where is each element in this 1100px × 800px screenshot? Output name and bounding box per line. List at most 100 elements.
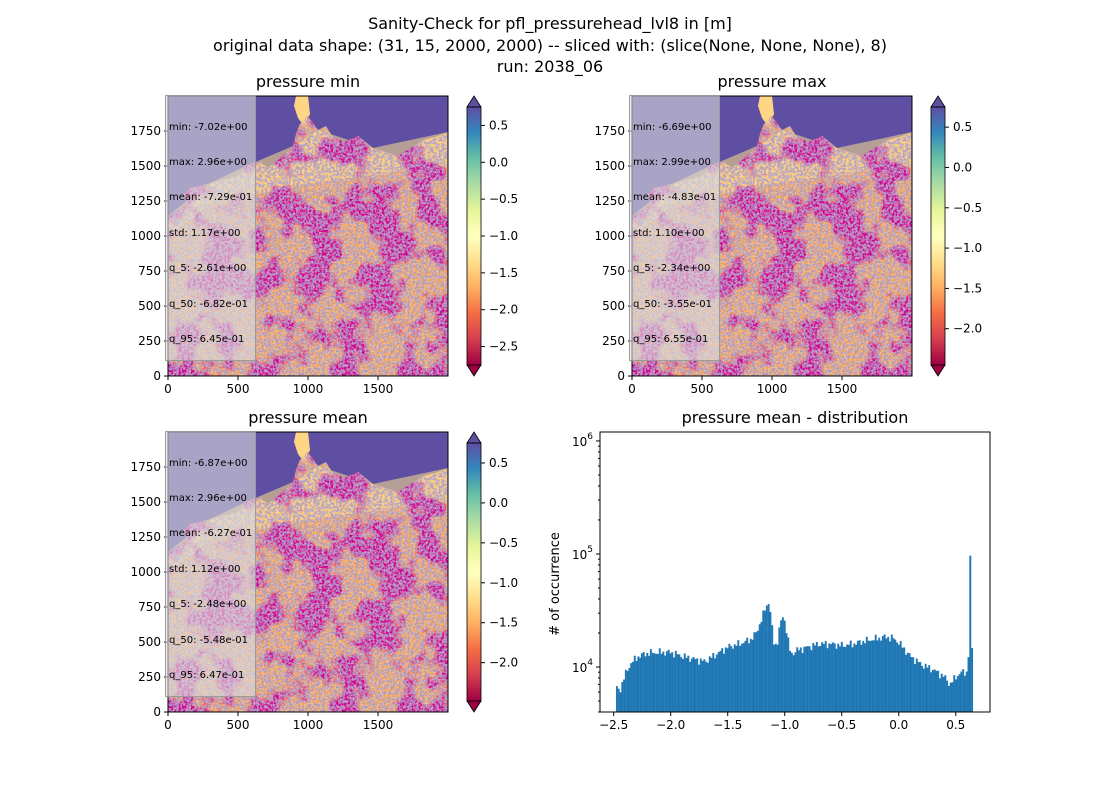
histogram-bar bbox=[723, 653, 725, 712]
histogram-bar bbox=[844, 646, 847, 712]
histogram-bar bbox=[944, 675, 947, 712]
histogram-bar bbox=[915, 658, 918, 712]
histogram-bar bbox=[642, 652, 645, 712]
histogram-bar bbox=[947, 685, 950, 712]
histogram-bar bbox=[971, 647, 974, 712]
histogram-bar bbox=[726, 648, 729, 712]
histogram-bar bbox=[917, 662, 920, 712]
histogram-bar bbox=[694, 659, 697, 712]
histogram-bar bbox=[867, 640, 870, 712]
colorbar-extend-min bbox=[466, 700, 482, 713]
histogram-bar bbox=[783, 620, 786, 712]
colorbar-extend-max bbox=[466, 431, 482, 444]
histogram-bar bbox=[908, 653, 911, 712]
colorbar-frame bbox=[930, 106, 946, 366]
colorbar: 0.5 0.0 −0.5 −1.0 −1.5 −2.0 bbox=[466, 431, 518, 713]
histogram-bar bbox=[657, 653, 659, 712]
y-tick-label: 500 bbox=[138, 635, 161, 649]
histogram-bar bbox=[933, 669, 936, 712]
histogram-bar bbox=[785, 633, 788, 712]
histogram-bar bbox=[847, 644, 850, 712]
histogram-bar bbox=[903, 647, 906, 712]
histogram-bar bbox=[876, 640, 879, 712]
y-tick-label: 1750 bbox=[594, 124, 625, 138]
histogram-bar bbox=[887, 636, 890, 712]
histogram-bar bbox=[653, 653, 656, 712]
colorbar-tick-label: −2.0 bbox=[953, 322, 982, 336]
histogram-bar bbox=[762, 610, 765, 712]
histogram-bar bbox=[794, 652, 797, 712]
colorbar-tick-label: −0.5 bbox=[489, 192, 518, 206]
x-tick-label: 1500 bbox=[827, 382, 858, 396]
histogram-bar bbox=[940, 673, 943, 712]
histogram-bar bbox=[849, 640, 852, 712]
histogram-bar bbox=[717, 652, 720, 712]
histogram-bar bbox=[681, 658, 684, 712]
histogram-bar bbox=[690, 658, 693, 712]
histogram-bar bbox=[799, 647, 802, 712]
histogram-y-label: # of occurrence bbox=[548, 532, 563, 636]
colorbar-tick-label: 0.5 bbox=[953, 120, 972, 134]
histogram-bar bbox=[935, 670, 938, 712]
x-tick-label: 0.5 bbox=[946, 718, 965, 732]
colorbar-gradient bbox=[467, 443, 481, 701]
histogram-bar bbox=[662, 651, 665, 712]
pressure-min-title: pressure min bbox=[255, 72, 361, 91]
histogram-bar bbox=[703, 659, 706, 712]
histogram-bar bbox=[817, 646, 820, 712]
y-tick-label: 500 bbox=[602, 299, 625, 313]
y-tick-label: 106 bbox=[572, 432, 593, 449]
histogram-bar bbox=[744, 640, 747, 712]
x-tick-label: 1500 bbox=[363, 382, 394, 396]
stats-box-pressure-mean: min: -6.87e+00 max: 2.96e+00 mean: -6.27… bbox=[165, 431, 257, 697]
colorbar-extend-max bbox=[466, 95, 482, 108]
stat-q50: q_50: -6.82e-01 bbox=[169, 298, 248, 310]
histogram-bar bbox=[883, 634, 886, 712]
histogram-bar bbox=[671, 652, 674, 712]
histogram-bar bbox=[637, 656, 640, 712]
histogram-frame bbox=[599, 431, 991, 713]
histogram-bar bbox=[853, 643, 856, 712]
histogram-bar bbox=[721, 648, 724, 712]
histogram-bar bbox=[835, 648, 838, 712]
histogram-bar bbox=[905, 654, 908, 712]
histogram-bar bbox=[833, 643, 836, 712]
histogram-bar bbox=[676, 654, 679, 712]
histogram-bar bbox=[885, 638, 888, 712]
histogram-bar bbox=[805, 646, 808, 712]
histogram-bar bbox=[660, 653, 663, 712]
y-tick-label: 750 bbox=[602, 264, 625, 278]
colorbar-tick-label: −1.0 bbox=[489, 229, 518, 243]
histogram-bar bbox=[942, 676, 945, 712]
histogram-bar bbox=[749, 638, 752, 712]
colorbar-extend-min bbox=[466, 364, 482, 377]
histogram-bar bbox=[897, 644, 900, 712]
histogram-bar bbox=[938, 678, 941, 712]
histogram-bar bbox=[737, 640, 740, 712]
colorbar-tick-label: −2.0 bbox=[489, 656, 518, 670]
histogram-bar bbox=[969, 555, 972, 712]
histogram-bar bbox=[830, 644, 833, 712]
histogram-panel: −2.5 −2.0 −1.5 −1.0 −0.5 0.0 0.5 104 105 106 # of … bbox=[548, 431, 991, 732]
pressure-mean-title: pressure mean bbox=[248, 408, 368, 427]
stat-q95: q_95: 6.55e-01 bbox=[633, 333, 709, 345]
histogram-bar bbox=[921, 665, 924, 712]
histogram-bar bbox=[855, 644, 858, 712]
histogram-bar bbox=[624, 669, 627, 712]
histogram-bar bbox=[705, 661, 708, 712]
histogram-bar bbox=[771, 625, 774, 712]
y-tick-label: 1000 bbox=[594, 229, 625, 243]
histogram-bar bbox=[664, 655, 667, 712]
histogram-bar bbox=[706, 662, 709, 712]
histogram-bar bbox=[955, 679, 957, 712]
histogram-bar bbox=[742, 643, 745, 712]
stat-mean: mean: -6.27e-01 bbox=[169, 528, 253, 540]
histogram-bar bbox=[803, 646, 806, 712]
y-tick-label: 250 bbox=[602, 334, 625, 348]
histogram-bar bbox=[821, 642, 824, 712]
y-tick-label: 0 bbox=[153, 705, 161, 719]
histogram-bar bbox=[858, 640, 861, 712]
x-tick-label: 0 bbox=[628, 382, 636, 396]
histogram-bar bbox=[806, 646, 809, 712]
histogram-bar bbox=[826, 648, 829, 712]
